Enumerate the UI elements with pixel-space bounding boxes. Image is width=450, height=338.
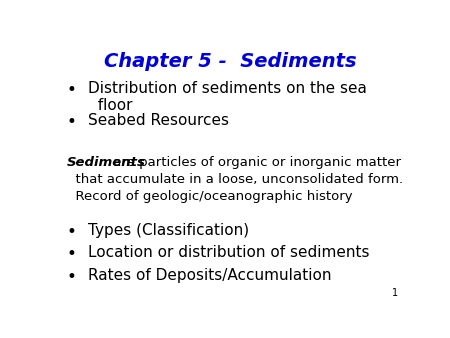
Text: Distribution of sediments on the sea
  floor: Distribution of sediments on the sea flo… [88,81,366,113]
Text: Record of geologic/oceanographic history: Record of geologic/oceanographic history [67,190,352,203]
Text: Seabed Resources: Seabed Resources [88,114,229,128]
Text: that accumulate in a loose, unconsolidated form.: that accumulate in a loose, unconsolidat… [67,173,403,186]
Text: Sediments: Sediments [67,156,146,169]
Text: •: • [67,268,76,286]
Text: •: • [67,245,76,263]
Text: •: • [67,81,76,99]
Text: •: • [67,223,76,241]
Text: Chapter 5 -  Sediments: Chapter 5 - Sediments [104,52,357,71]
Text: Rates of Deposits/Accumulation: Rates of Deposits/Accumulation [88,268,331,283]
Text: 1: 1 [392,288,398,298]
Text: Location or distribution of sediments: Location or distribution of sediments [88,245,369,260]
Text: Types (Classification): Types (Classification) [88,223,249,238]
Text: •: • [67,114,76,131]
Text: are particles of organic or inorganic matter: are particles of organic or inorganic ma… [109,156,401,169]
